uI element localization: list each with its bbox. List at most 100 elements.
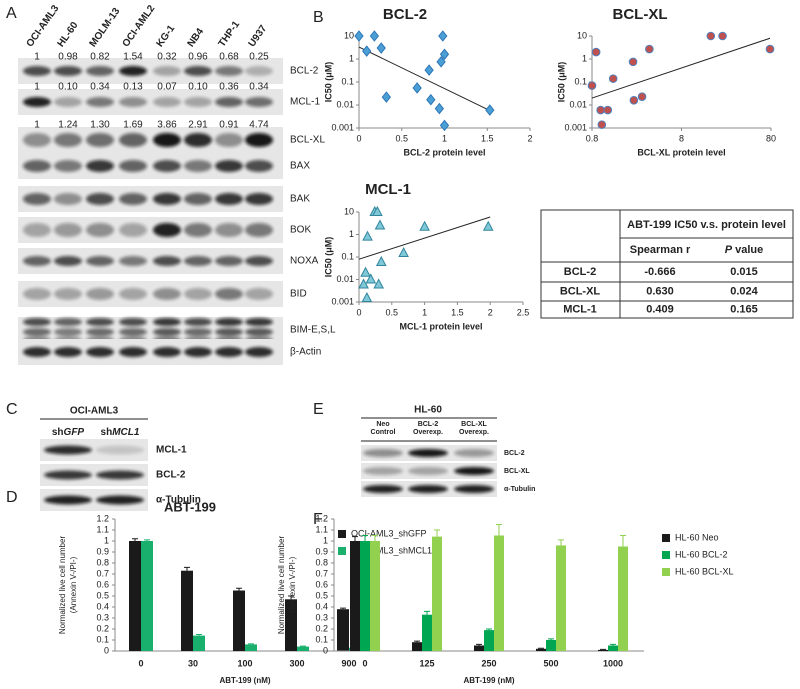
- bar: [285, 599, 297, 651]
- blot-band: [54, 133, 82, 147]
- blot-strip: [40, 489, 148, 511]
- point: [596, 105, 605, 115]
- blot-band: [23, 193, 51, 205]
- table-cell: 0.015: [730, 266, 758, 278]
- x-tick-label: 80: [766, 133, 776, 143]
- blot-band: [23, 328, 51, 336]
- y-tick-label: 1.1: [96, 524, 109, 534]
- blot-band: [184, 328, 212, 336]
- cell-line-label: HL-60: [56, 20, 81, 49]
- lane-label: shMCL1: [101, 427, 140, 438]
- y-tick-label: 1.1: [315, 524, 328, 534]
- blot-band: [54, 160, 82, 172]
- point: [434, 102, 445, 115]
- bar: [536, 648, 546, 651]
- point: [424, 64, 434, 76]
- x-tick-label: 300: [289, 658, 304, 668]
- y-tick-label: 1: [582, 53, 587, 63]
- bar: [360, 541, 370, 651]
- table-cell: -0.666: [644, 266, 675, 278]
- point: [591, 47, 601, 57]
- bar: [370, 541, 380, 651]
- legend-swatch: [662, 568, 670, 576]
- band-label: BID: [290, 289, 307, 300]
- error-bar: [184, 566, 190, 571]
- bar: [598, 649, 608, 651]
- blot-band: [119, 66, 147, 76]
- blot-title: HL-60: [414, 405, 442, 416]
- legend-swatch: [662, 551, 670, 559]
- table-cell: 0.024: [730, 285, 758, 297]
- y-tick-label: 0.001: [564, 122, 587, 132]
- point: [439, 48, 450, 61]
- lane-label: BCL-XL: [461, 421, 487, 428]
- y-tick-label: 0.7: [96, 568, 109, 578]
- error-bar: [362, 535, 368, 541]
- blot-band: [119, 256, 147, 266]
- chart-title: BCL-XL: [613, 6, 668, 23]
- bar: [484, 630, 494, 651]
- error-bar: [548, 638, 554, 640]
- bar: [233, 590, 245, 651]
- point: [482, 220, 494, 231]
- blot-band: [54, 256, 82, 266]
- point: [637, 92, 647, 101]
- blot-band: [245, 256, 273, 266]
- blot-band: [86, 193, 114, 205]
- y-tick-label: 0: [323, 645, 328, 655]
- quant-value: 0.10: [58, 82, 78, 93]
- y-tick-label: 0.1: [574, 76, 587, 86]
- quant-value: 0.34: [249, 82, 269, 93]
- x-tick-label: 0: [356, 133, 361, 143]
- chart-title: BCL-2: [383, 6, 427, 23]
- cell-line-label: KG-1: [155, 23, 178, 49]
- error-bar: [248, 643, 254, 645]
- blot-band: [454, 449, 494, 457]
- quant-value: 1.30: [90, 120, 110, 131]
- blot-band: [245, 328, 273, 336]
- y-tick-label: 0.1: [341, 76, 354, 86]
- quant-value: 1.24: [58, 120, 78, 131]
- y-axis-label: IC50 (μM): [323, 62, 333, 103]
- y-tick-label: 0.9: [315, 546, 328, 556]
- y-tick-label: 0.8: [96, 557, 109, 567]
- error-bar: [496, 524, 502, 536]
- blot-band: [245, 133, 273, 147]
- point: [718, 31, 727, 41]
- y-tick-label: 0.1: [96, 634, 109, 644]
- x-tick-label: 500: [543, 658, 558, 668]
- table-row-label: MCL-1: [563, 303, 597, 315]
- bar: [422, 614, 432, 651]
- blot-band: [153, 328, 181, 336]
- blot-band: [215, 97, 243, 107]
- band-label: α-Tubulin: [156, 495, 201, 506]
- x-tick-label: 1: [442, 133, 447, 143]
- blot-band: [153, 256, 181, 266]
- band-label: β-Actin: [290, 347, 321, 358]
- band-label: BCL-2: [504, 450, 525, 457]
- quant-value: 1: [34, 52, 40, 63]
- error-bar: [476, 643, 482, 646]
- band-label: NOXA: [290, 256, 319, 267]
- y-tick-label: 0.1: [341, 251, 354, 261]
- y-tick-label: 1.2: [315, 513, 328, 523]
- error-bar: [288, 595, 294, 600]
- blot-band: [153, 223, 181, 237]
- quant-value: 1.54: [123, 52, 143, 63]
- legend-label: OCI-AML3_shGFP: [351, 528, 427, 538]
- point: [628, 57, 638, 67]
- blot-band: [153, 193, 181, 205]
- blot-band: [184, 66, 212, 76]
- x-axis-label: ABT-199 (nM): [219, 676, 270, 685]
- table-cell: 0.165: [730, 303, 758, 315]
- blot-band: [184, 133, 212, 147]
- blot-band: [245, 193, 273, 205]
- bar: [141, 541, 153, 651]
- error-bar: [620, 535, 626, 547]
- blot-band: [86, 256, 114, 266]
- bar: [245, 644, 257, 651]
- y-tick-label: 0.01: [336, 274, 354, 284]
- table-cell: 0.630: [646, 285, 674, 297]
- blot-band: [153, 318, 181, 326]
